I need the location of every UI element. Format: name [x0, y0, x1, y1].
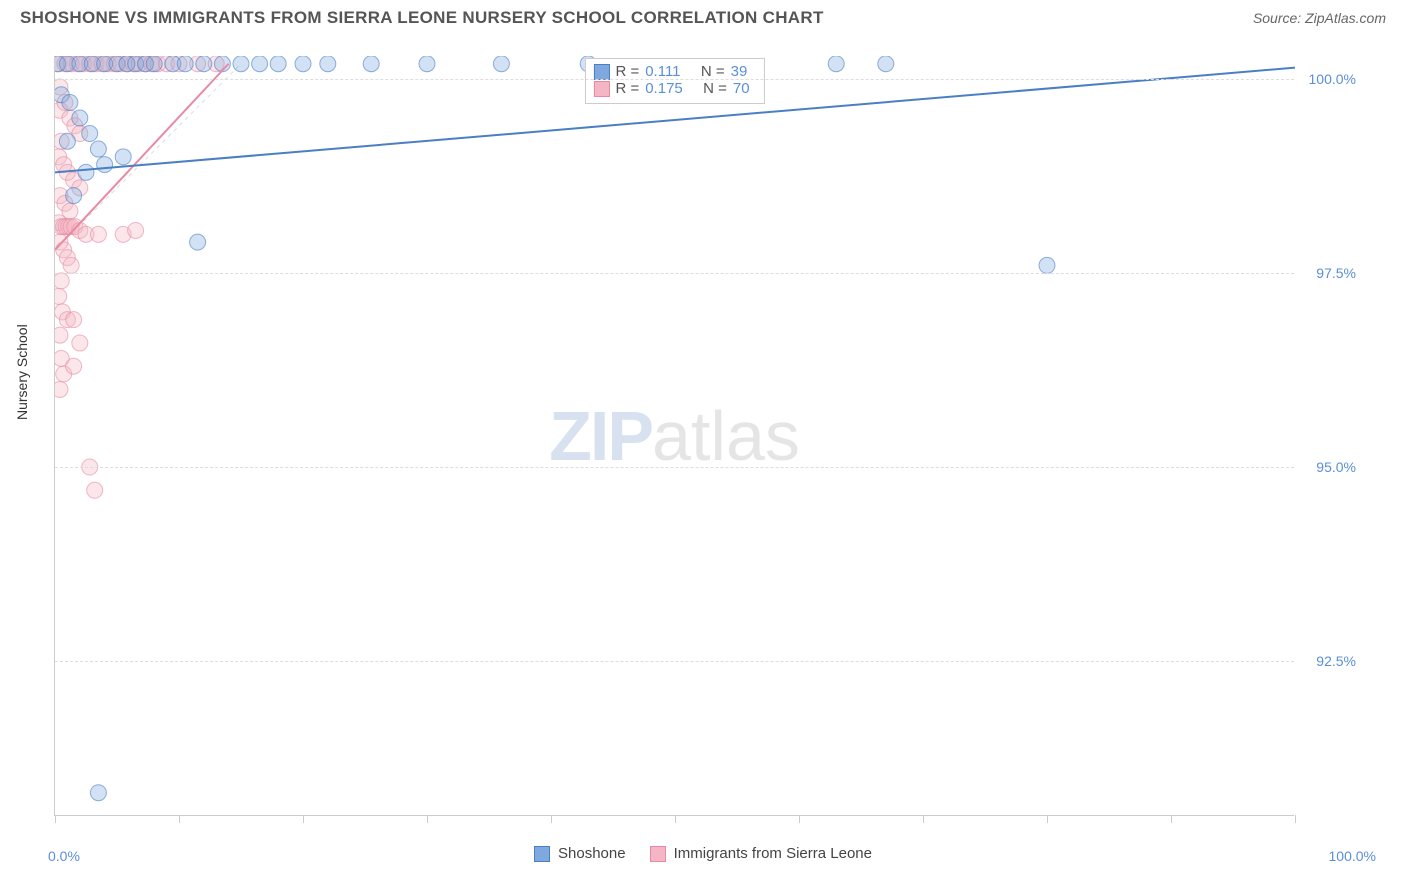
- legend-series: Shoshone Immigrants from Sierra Leone: [534, 845, 872, 862]
- gridline: [55, 467, 1294, 468]
- x-tick: [675, 815, 676, 823]
- scatter-svg: [55, 56, 1295, 816]
- source-label: Source: ZipAtlas.com: [1253, 10, 1386, 26]
- x-tick: [1171, 815, 1172, 823]
- legend-stats: R = 0.111 N = 39 R = 0.175 N = 70: [584, 58, 764, 104]
- x-max-label: 100.0%: [1329, 848, 1376, 864]
- y-axis-title: Nursery School: [14, 324, 30, 420]
- gridline: [55, 661, 1294, 662]
- plot-area: ZIPatlas R = 0.111 N = 39 R = 0.175 N = …: [54, 56, 1294, 816]
- x-tick: [551, 815, 552, 823]
- x-min-label: 0.0%: [48, 848, 80, 864]
- x-tick: [303, 815, 304, 823]
- y-tick-label: 100.0%: [1309, 71, 1356, 87]
- x-tick: [55, 815, 56, 823]
- y-tick-label: 97.5%: [1316, 265, 1356, 281]
- x-tick: [923, 815, 924, 823]
- y-tick-label: 95.0%: [1316, 459, 1356, 475]
- x-tick: [1295, 815, 1296, 823]
- legend-item: Shoshone: [534, 845, 626, 862]
- x-tick: [179, 815, 180, 823]
- header: SHOSHONE VS IMMIGRANTS FROM SIERRA LEONE…: [0, 0, 1406, 34]
- y-tick-label: 92.5%: [1316, 653, 1356, 669]
- gridline: [55, 273, 1294, 274]
- x-tick: [1047, 815, 1048, 823]
- legend-item: Immigrants from Sierra Leone: [650, 845, 872, 862]
- x-tick: [799, 815, 800, 823]
- x-tick: [427, 815, 428, 823]
- legend-stat-row: R = 0.111 N = 39: [593, 63, 749, 80]
- legend-stat-row: R = 0.175 N = 70: [593, 80, 749, 97]
- gridline: [55, 79, 1294, 80]
- chart-title: SHOSHONE VS IMMIGRANTS FROM SIERRA LEONE…: [20, 8, 824, 28]
